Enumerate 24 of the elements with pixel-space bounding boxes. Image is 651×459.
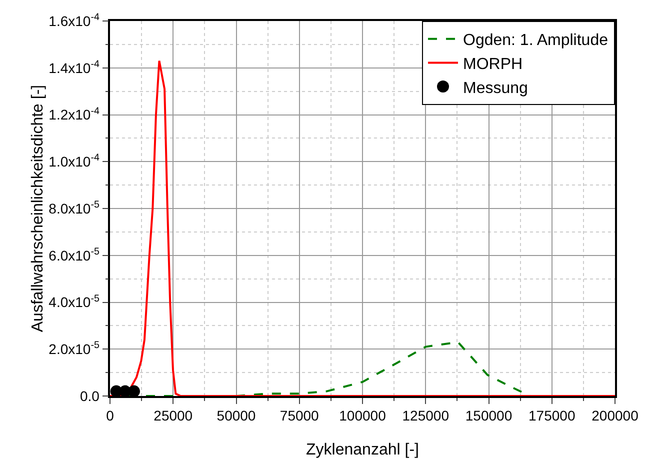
x-tick-label: 200000 bbox=[592, 408, 639, 424]
y-tick-label: 1.2x10$^{-4}$ bbox=[48, 106, 100, 123]
y-tick-label: 1.0x10$^{-4}$ bbox=[48, 152, 100, 170]
legend-label: Messung bbox=[463, 80, 528, 97]
x-axis-title: Zyklenanzahl [-] bbox=[306, 442, 419, 458]
x-tick-label: 0 bbox=[106, 408, 114, 424]
x-tick-label: 150000 bbox=[465, 408, 512, 424]
y-tick-label: 6.0x10$^{-5}$ bbox=[48, 246, 100, 264]
legend-label: MORPH bbox=[463, 56, 523, 73]
legend-label: Ogden: 1. Amplitude bbox=[463, 32, 608, 50]
x-tick-label: 25000 bbox=[154, 408, 193, 424]
y-axis-title: Ausfallwahrscheinlichkeitsdichte [-] bbox=[30, 84, 47, 332]
y-tick-label: 4.0x10$^{-5}$ bbox=[48, 293, 100, 310]
x-tick-label: 100000 bbox=[339, 408, 386, 424]
x-tick-label: 175000 bbox=[528, 408, 576, 424]
x-tick-label: 125000 bbox=[402, 408, 450, 424]
x-tick-label: 75000 bbox=[280, 408, 320, 424]
y-tick-label: 2.0x10$^{-5}$ bbox=[48, 340, 100, 358]
y-tick-label: 1.4x10$^{-4}$ bbox=[48, 58, 100, 76]
y-tick-label: 0.0 bbox=[80, 388, 100, 404]
x-tick-label: 50000 bbox=[216, 408, 256, 424]
line-series bbox=[110, 60, 615, 396]
y-tick-label: 8.0x10$^{-5}$ bbox=[48, 200, 100, 216]
y-tick-label: 1.6x10$^{-4}$ bbox=[48, 12, 100, 29]
